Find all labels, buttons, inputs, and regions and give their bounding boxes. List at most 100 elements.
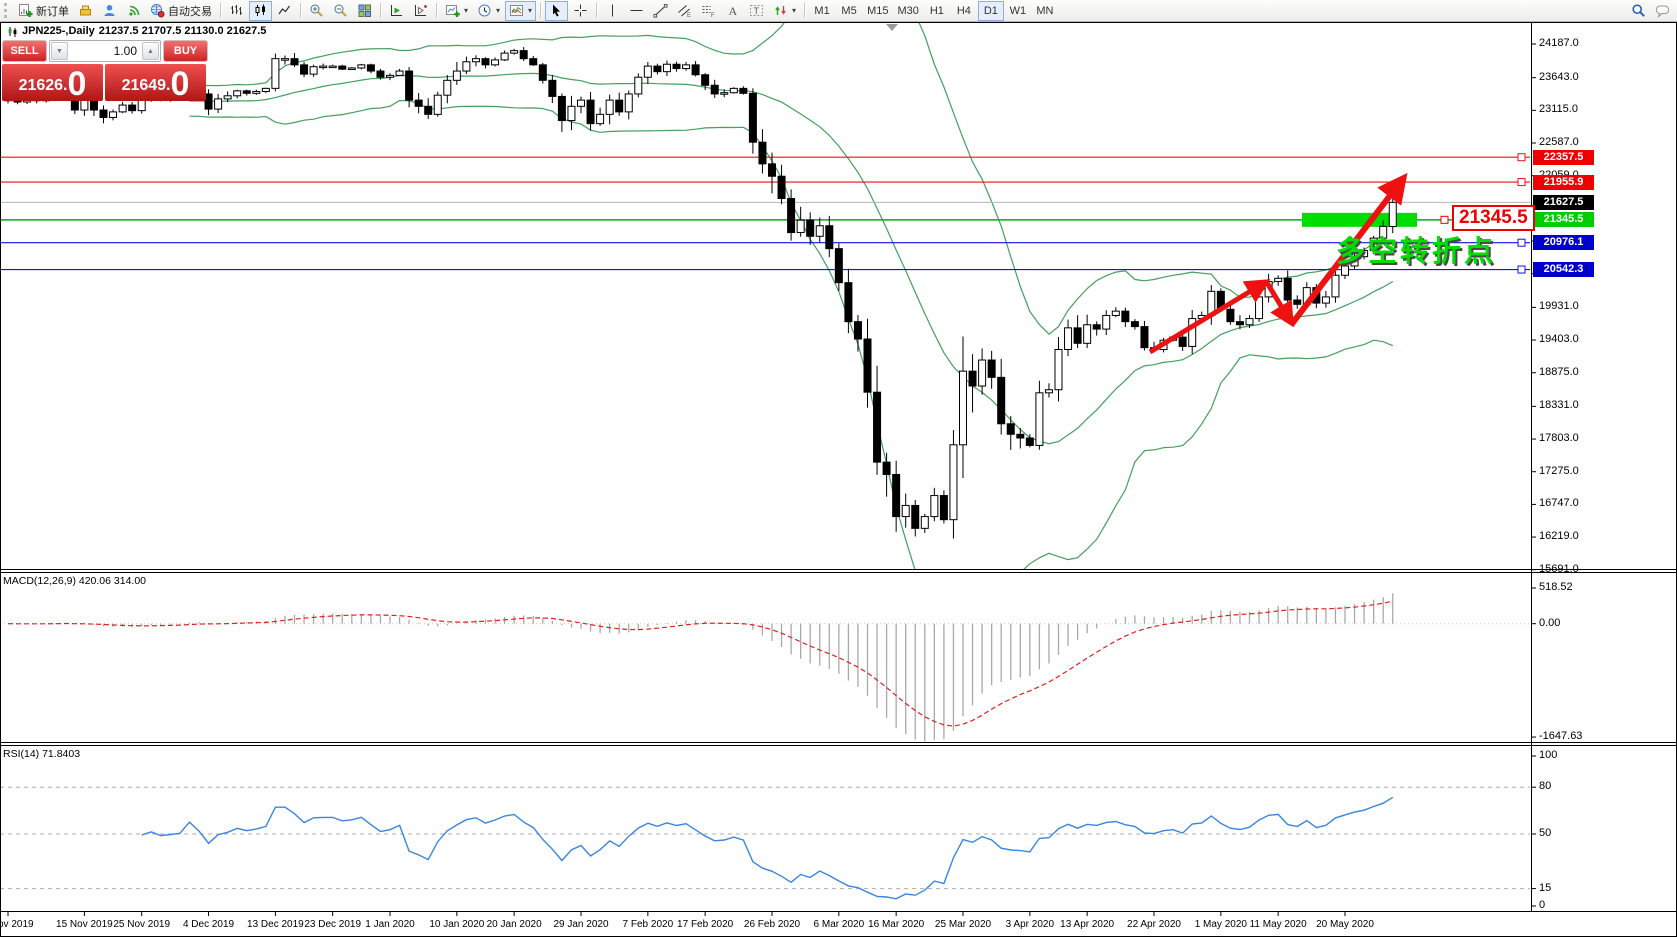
autotrading-label: 自动交易 bbox=[168, 5, 212, 18]
volume-decrease-button[interactable]: ▼ bbox=[51, 42, 68, 60]
signal-icon bbox=[129, 5, 140, 16]
community-button[interactable] bbox=[98, 1, 121, 21]
dropdown-caret: ▾ bbox=[792, 6, 797, 15]
autotrading-button[interactable]: 自动交易 bbox=[146, 1, 216, 21]
level-handle[interactable] bbox=[1517, 178, 1526, 187]
level-handle[interactable] bbox=[1517, 153, 1526, 162]
indicators-button[interactable]: ▾ bbox=[505, 0, 537, 21]
fibonacci-icon: F bbox=[702, 6, 715, 18]
cursor-button[interactable] bbox=[545, 0, 569, 21]
globe-icon bbox=[151, 4, 165, 18]
svg-text:E: E bbox=[687, 13, 691, 18]
text-button[interactable]: A bbox=[721, 1, 744, 21]
dropdown-caret: ▾ bbox=[496, 6, 501, 15]
volume-increase-button[interactable]: ▲ bbox=[142, 42, 159, 60]
new-order-icon bbox=[19, 4, 33, 17]
chart-shift-icon bbox=[415, 5, 427, 16]
line-chart-icon bbox=[278, 5, 290, 15]
timeframe-m30[interactable]: M30 bbox=[893, 1, 922, 21]
trendline-button[interactable] bbox=[649, 1, 672, 21]
trend-arrow-annotation[interactable] bbox=[1148, 172, 1408, 355]
timeframe-m5[interactable]: M5 bbox=[836, 1, 862, 21]
new-order-button[interactable]: 新订单 bbox=[14, 1, 73, 21]
level-handle[interactable] bbox=[1517, 265, 1526, 274]
ask-price-display: 21649. 0 bbox=[105, 64, 206, 101]
vertical-line-button[interactable] bbox=[601, 1, 624, 21]
channel-button[interactable]: E bbox=[673, 1, 696, 21]
macd-histogram bbox=[16, 593, 1394, 742]
rsi-indicator-label: RSI(14) 71.8403 bbox=[3, 748, 81, 760]
chart-bars-button[interactable] bbox=[225, 1, 248, 21]
bar-chart-icon bbox=[231, 5, 242, 15]
symbol-icon bbox=[8, 26, 17, 37]
chat-icon bbox=[1656, 5, 1669, 18]
volume-stepper[interactable]: ▼ 1.00 ▲ bbox=[49, 40, 161, 62]
sell-button[interactable]: SELL bbox=[2, 40, 47, 62]
person-icon bbox=[104, 5, 115, 16]
macd-pane[interactable] bbox=[0, 593, 1531, 742]
timeframe-m1[interactable]: M1 bbox=[809, 1, 835, 21]
fibonacci-button[interactable]: F bbox=[697, 1, 720, 21]
signals-button[interactable] bbox=[122, 1, 145, 21]
new-chart-button[interactable]: ▾ bbox=[441, 1, 472, 21]
tile-windows-button[interactable] bbox=[353, 1, 376, 21]
chart-ohlc-values: 21237.5 21707.5 21130.0 21627.5 bbox=[98, 25, 267, 37]
chart-title-bar: JPN225-,Daily 21237.5 21707.5 21130.0 21… bbox=[7, 25, 266, 37]
toolbar-separator bbox=[540, 3, 542, 18]
chart-symbol-period: JPN225-,Daily bbox=[22, 25, 95, 37]
clock-icon bbox=[478, 4, 491, 17]
svg-text:A: A bbox=[729, 4, 738, 18]
toolbar-separator bbox=[436, 3, 437, 18]
timeframe-d1[interactable]: D1 bbox=[977, 0, 1004, 21]
gold-icon bbox=[80, 5, 91, 16]
arrows-button[interactable]: ▾ bbox=[769, 1, 800, 21]
autoscroll-icon bbox=[391, 5, 402, 16]
timeframe-w1[interactable]: W1 bbox=[1005, 1, 1031, 21]
toolbar-grip[interactable] bbox=[4, 3, 10, 18]
timeframe-h4[interactable]: H4 bbox=[951, 1, 977, 21]
toolbar-separator bbox=[300, 3, 301, 18]
period-dropdown-button[interactable]: ▾ bbox=[473, 1, 504, 21]
timeframe-mn[interactable]: MN bbox=[1032, 1, 1058, 21]
market-watch-button[interactable] bbox=[74, 1, 97, 21]
rsi-pane[interactable] bbox=[0, 786, 1531, 900]
svg-text:F: F bbox=[711, 13, 715, 18]
new-chart-icon bbox=[446, 5, 460, 17]
chart-line-button[interactable] bbox=[273, 1, 296, 21]
tile-windows-icon bbox=[358, 4, 371, 17]
price-pane[interactable] bbox=[0, 0, 1531, 621]
volume-value[interactable]: 1.00 bbox=[113, 44, 137, 58]
timeframe-m15[interactable]: M15 bbox=[863, 1, 892, 21]
zoom-in-button[interactable] bbox=[305, 1, 328, 21]
autoscroll-button[interactable] bbox=[385, 1, 408, 21]
text-label-button[interactable]: T bbox=[745, 1, 768, 21]
arrows-icon bbox=[775, 6, 786, 15]
search-button[interactable] bbox=[1627, 1, 1650, 21]
dropdown-caret: ▾ bbox=[464, 6, 469, 15]
turning-point-annotation[interactable]: 多空转折点 bbox=[1336, 236, 1497, 268]
chart-candles-button[interactable] bbox=[249, 0, 272, 21]
toolbar-separator bbox=[804, 3, 806, 18]
toolbar-separator bbox=[380, 3, 381, 18]
bid-price-display: 21626. 0 bbox=[2, 64, 103, 101]
level-handle[interactable] bbox=[1517, 238, 1526, 247]
chart-shift-marker[interactable] bbox=[886, 24, 898, 31]
toolbar-separator bbox=[596, 3, 598, 18]
trendline-icon bbox=[653, 4, 668, 18]
price-box-anchor[interactable] bbox=[1440, 215, 1449, 224]
buy-button[interactable]: BUY bbox=[163, 40, 208, 62]
price-annotation-box[interactable]: 21345.5 bbox=[1452, 205, 1535, 231]
chart-shift-button[interactable] bbox=[409, 1, 432, 21]
timeframe-h1[interactable]: H1 bbox=[924, 1, 950, 21]
horizontal-levels[interactable] bbox=[0, 153, 1531, 274]
macd-indicator-label: MACD(12,26,9) 420.06 314.00 bbox=[3, 575, 147, 587]
chat-button[interactable] bbox=[1651, 1, 1674, 21]
highlight-rectangle[interactable] bbox=[1302, 212, 1417, 227]
one-click-trading-panel: SELL ▼ 1.00 ▲ BUY 21626. 0 21649. 0 bbox=[2, 40, 208, 101]
zoom-out-button[interactable] bbox=[329, 1, 352, 21]
new-order-label: 新订单 bbox=[36, 5, 69, 18]
horizontal-line-button[interactable] bbox=[625, 1, 648, 21]
crosshair-button[interactable] bbox=[569, 1, 592, 21]
